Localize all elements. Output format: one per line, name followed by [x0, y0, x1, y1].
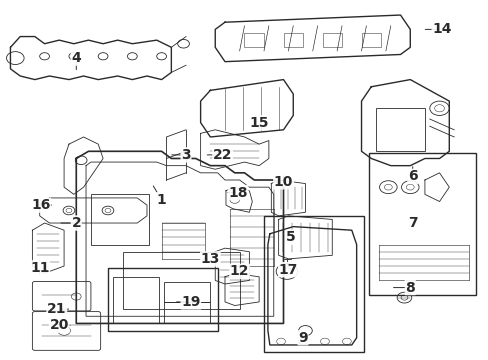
- Bar: [361, 33, 380, 47]
- Text: 3: 3: [181, 148, 190, 162]
- Bar: [368, 153, 475, 295]
- Text: 12: 12: [229, 265, 249, 278]
- Text: 6: 6: [407, 170, 417, 183]
- Bar: [163, 282, 210, 302]
- Text: 16: 16: [31, 198, 50, 212]
- Text: 14: 14: [431, 22, 451, 36]
- Text: 11: 11: [30, 261, 49, 275]
- Text: 4: 4: [71, 51, 81, 65]
- Bar: [322, 33, 341, 47]
- Text: 20: 20: [49, 318, 69, 332]
- Bar: [113, 277, 159, 323]
- Text: 19: 19: [181, 295, 200, 309]
- Text: 5: 5: [285, 230, 295, 244]
- Bar: [264, 216, 363, 352]
- Text: 18: 18: [228, 185, 247, 199]
- Text: 22: 22: [212, 148, 232, 162]
- Text: 17: 17: [278, 263, 298, 276]
- Text: 10: 10: [273, 175, 293, 189]
- Bar: [108, 268, 217, 330]
- Text: 8: 8: [405, 280, 414, 294]
- Bar: [91, 194, 149, 244]
- Text: 13: 13: [200, 252, 220, 266]
- Text: 2: 2: [71, 216, 81, 230]
- Text: 1: 1: [157, 193, 166, 207]
- Bar: [283, 33, 303, 47]
- Text: 9: 9: [298, 331, 307, 345]
- Text: 15: 15: [249, 116, 268, 130]
- Bar: [375, 108, 424, 151]
- Bar: [163, 302, 210, 323]
- Text: 21: 21: [47, 302, 66, 316]
- Bar: [244, 33, 264, 47]
- Bar: [122, 252, 239, 309]
- Text: 7: 7: [407, 216, 417, 230]
